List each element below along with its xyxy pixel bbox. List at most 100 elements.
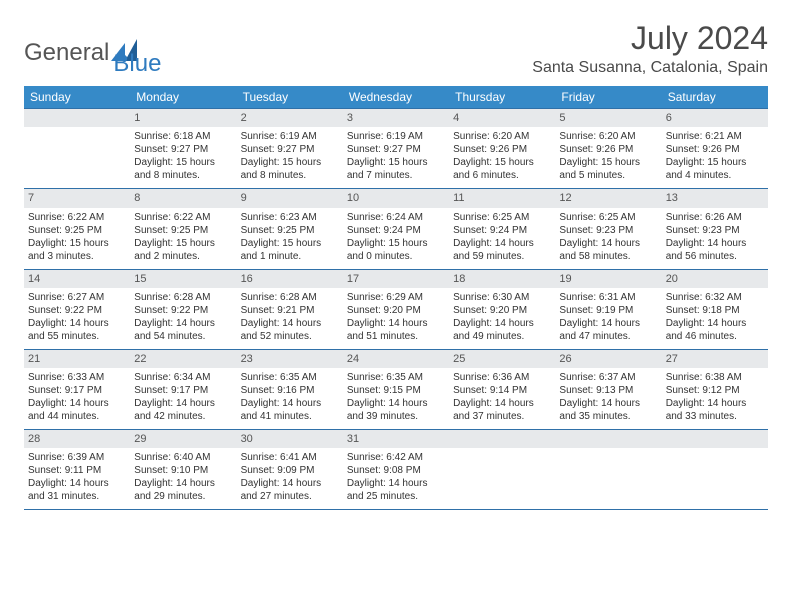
daylight-text: Daylight: 14 hours and 52 minutes. — [241, 317, 339, 343]
calendar-day-cell — [555, 430, 661, 510]
daylight-text: Daylight: 15 hours and 0 minutes. — [347, 237, 445, 263]
calendar-day-cell: 27Sunrise: 6:38 AMSunset: 9:12 PMDayligh… — [662, 349, 768, 429]
calendar-day-cell — [449, 430, 555, 510]
day-number: 27 — [662, 350, 768, 368]
calendar-day-cell: 24Sunrise: 6:35 AMSunset: 9:15 PMDayligh… — [343, 349, 449, 429]
title-block: July 2024 Santa Susanna, Catalonia, Spai… — [532, 20, 768, 77]
day-number: 10 — [343, 189, 449, 207]
sunset-text: Sunset: 9:15 PM — [347, 384, 445, 397]
calendar-day-cell: 28Sunrise: 6:39 AMSunset: 9:11 PMDayligh… — [24, 430, 130, 510]
sunset-text: Sunset: 9:25 PM — [241, 224, 339, 237]
day-number: 23 — [237, 350, 343, 368]
sunset-text: Sunset: 9:27 PM — [241, 143, 339, 156]
calendar-day-cell: 16Sunrise: 6:28 AMSunset: 9:21 PMDayligh… — [237, 269, 343, 349]
sunset-text: Sunset: 9:08 PM — [347, 464, 445, 477]
brand-logo: General Blue — [24, 20, 161, 78]
calendar-week-row: 1Sunrise: 6:18 AMSunset: 9:27 PMDaylight… — [24, 109, 768, 189]
sunset-text: Sunset: 9:16 PM — [241, 384, 339, 397]
daylight-text: Daylight: 14 hours and 37 minutes. — [453, 397, 551, 423]
daylight-text: Daylight: 14 hours and 44 minutes. — [28, 397, 126, 423]
sunrise-text: Sunrise: 6:31 AM — [559, 291, 657, 304]
day-number — [555, 430, 661, 448]
daylight-text: Daylight: 14 hours and 49 minutes. — [453, 317, 551, 343]
daylight-text: Daylight: 14 hours and 58 minutes. — [559, 237, 657, 263]
sunrise-text: Sunrise: 6:21 AM — [666, 130, 764, 143]
day-number: 18 — [449, 270, 555, 288]
daylight-text: Daylight: 15 hours and 6 minutes. — [453, 156, 551, 182]
day-number: 4 — [449, 109, 555, 127]
daylight-text: Daylight: 15 hours and 4 minutes. — [666, 156, 764, 182]
sunset-text: Sunset: 9:17 PM — [28, 384, 126, 397]
sunset-text: Sunset: 9:23 PM — [666, 224, 764, 237]
day-number: 19 — [555, 270, 661, 288]
sunrise-text: Sunrise: 6:35 AM — [241, 371, 339, 384]
daylight-text: Daylight: 14 hours and 41 minutes. — [241, 397, 339, 423]
sunset-text: Sunset: 9:18 PM — [666, 304, 764, 317]
daylight-text: Daylight: 14 hours and 55 minutes. — [28, 317, 126, 343]
day-number: 8 — [130, 189, 236, 207]
day-number: 2 — [237, 109, 343, 127]
sunset-text: Sunset: 9:20 PM — [347, 304, 445, 317]
calendar-page: General Blue July 2024 Santa Susanna, Ca… — [0, 0, 792, 530]
weekday-header: Friday — [555, 86, 661, 109]
day-number: 25 — [449, 350, 555, 368]
sunset-text: Sunset: 9:26 PM — [559, 143, 657, 156]
sunrise-text: Sunrise: 6:27 AM — [28, 291, 126, 304]
weekday-header: Sunday — [24, 86, 130, 109]
sunrise-text: Sunrise: 6:40 AM — [134, 451, 232, 464]
header: General Blue July 2024 Santa Susanna, Ca… — [24, 20, 768, 78]
sunrise-text: Sunrise: 6:20 AM — [453, 130, 551, 143]
day-number: 15 — [130, 270, 236, 288]
daylight-text: Daylight: 14 hours and 35 minutes. — [559, 397, 657, 423]
day-number: 11 — [449, 189, 555, 207]
sunset-text: Sunset: 9:12 PM — [666, 384, 764, 397]
day-number: 30 — [237, 430, 343, 448]
sunrise-text: Sunrise: 6:23 AM — [241, 211, 339, 224]
daylight-text: Daylight: 15 hours and 2 minutes. — [134, 237, 232, 263]
sunrise-text: Sunrise: 6:25 AM — [559, 211, 657, 224]
daylight-text: Daylight: 14 hours and 47 minutes. — [559, 317, 657, 343]
sunset-text: Sunset: 9:09 PM — [241, 464, 339, 477]
day-number — [24, 109, 130, 127]
calendar-day-cell — [24, 109, 130, 189]
sunset-text: Sunset: 9:27 PM — [347, 143, 445, 156]
sunrise-text: Sunrise: 6:36 AM — [453, 371, 551, 384]
day-number — [449, 430, 555, 448]
daylight-text: Daylight: 14 hours and 25 minutes. — [347, 477, 445, 503]
daylight-text: Daylight: 14 hours and 56 minutes. — [666, 237, 764, 263]
day-number: 26 — [555, 350, 661, 368]
calendar-day-cell: 17Sunrise: 6:29 AMSunset: 9:20 PMDayligh… — [343, 269, 449, 349]
calendar-day-cell: 2Sunrise: 6:19 AMSunset: 9:27 PMDaylight… — [237, 109, 343, 189]
calendar-week-row: 7Sunrise: 6:22 AMSunset: 9:25 PMDaylight… — [24, 189, 768, 269]
sunrise-text: Sunrise: 6:32 AM — [666, 291, 764, 304]
day-number: 31 — [343, 430, 449, 448]
sunrise-text: Sunrise: 6:42 AM — [347, 451, 445, 464]
sunset-text: Sunset: 9:26 PM — [453, 143, 551, 156]
day-number: 3 — [343, 109, 449, 127]
day-number: 9 — [237, 189, 343, 207]
calendar-day-cell: 22Sunrise: 6:34 AMSunset: 9:17 PMDayligh… — [130, 349, 236, 429]
sunrise-text: Sunrise: 6:19 AM — [347, 130, 445, 143]
weekday-header: Saturday — [662, 86, 768, 109]
sunrise-text: Sunrise: 6:41 AM — [241, 451, 339, 464]
sunrise-text: Sunrise: 6:35 AM — [347, 371, 445, 384]
daylight-text: Daylight: 14 hours and 59 minutes. — [453, 237, 551, 263]
calendar-day-cell: 31 Sunrise: 6:42 AMSunset: 9:08 PMDayligh… — [343, 430, 449, 510]
daylight-text: Daylight: 14 hours and 46 minutes. — [666, 317, 764, 343]
daylight-text: Daylight: 14 hours and 42 minutes. — [134, 397, 232, 423]
brand-part2: Blue — [113, 50, 161, 78]
sunrise-text: Sunrise: 6:19 AM — [241, 130, 339, 143]
sunrise-text: Sunrise: 6:34 AM — [134, 371, 232, 384]
calendar-day-cell: 26Sunrise: 6:37 AMSunset: 9:13 PMDayligh… — [555, 349, 661, 429]
sunset-text: Sunset: 9:23 PM — [559, 224, 657, 237]
calendar-day-cell: 8Sunrise: 6:22 AMSunset: 9:25 PMDaylight… — [130, 189, 236, 269]
daylight-text: Daylight: 15 hours and 7 minutes. — [347, 156, 445, 182]
calendar-day-cell: 29Sunrise: 6:40 AMSunset: 9:10 PMDayligh… — [130, 430, 236, 510]
sunrise-text: Sunrise: 6:28 AM — [241, 291, 339, 304]
sunset-text: Sunset: 9:10 PM — [134, 464, 232, 477]
calendar-week-row: 21Sunrise: 6:33 AMSunset: 9:17 PMDayligh… — [24, 349, 768, 429]
calendar-day-cell — [662, 430, 768, 510]
calendar-day-cell: 12Sunrise: 6:25 AMSunset: 9:23 PMDayligh… — [555, 189, 661, 269]
day-number: 7 — [24, 189, 130, 207]
calendar-table: Sunday Monday Tuesday Wednesday Thursday… — [24, 86, 768, 510]
